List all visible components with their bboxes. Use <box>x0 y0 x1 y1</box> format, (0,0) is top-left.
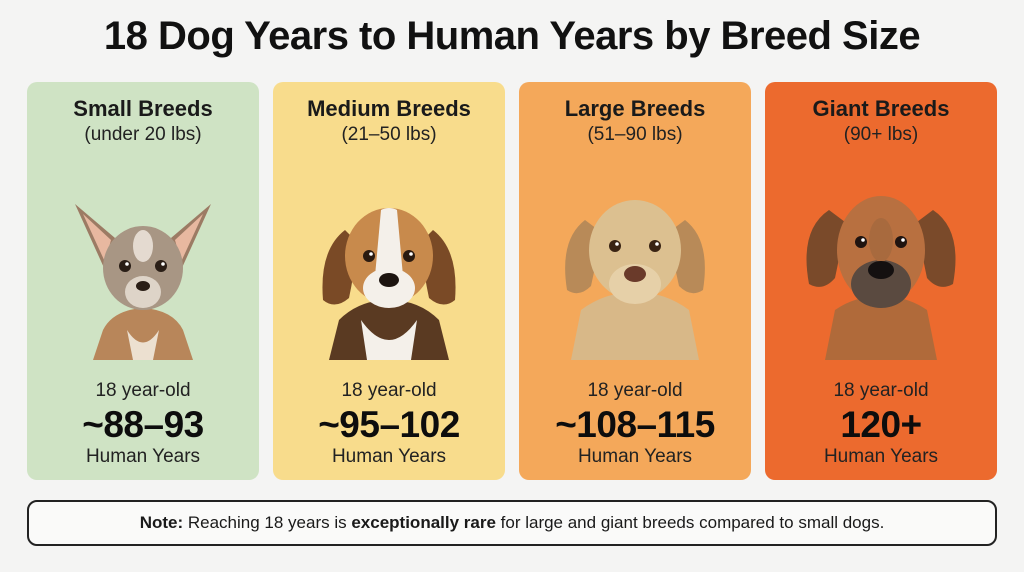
breed-name: Small Breeds <box>73 96 213 121</box>
unit-label: Human Years <box>331 446 447 467</box>
unit-label: Human Years <box>85 446 201 467</box>
breed-name: Large Breeds <box>564 96 706 121</box>
note-text-after: for large and giant breeds compared to s… <box>495 513 885 532</box>
page-title: 18 Dog Years to Human Years by Breed Siz… <box>103 14 921 58</box>
note-box: Note: Reaching 18 years is exceptionally… <box>27 500 997 546</box>
breed-name: Medium Breeds <box>307 96 471 121</box>
breed-name: Giant Breeds <box>812 96 950 121</box>
breed-cards: Small Breeds (under 20 lbs) 18 year-old … <box>27 82 997 480</box>
age-label: 18 year-old <box>833 380 929 401</box>
great-dane-icon <box>806 196 956 360</box>
chihuahua-icon <box>75 204 211 360</box>
card-small-breeds: Small Breeds (under 20 lbs) 18 year-old … <box>27 82 259 480</box>
unit-label: Human Years <box>577 446 693 467</box>
weight-range: (21–50 lbs) <box>341 124 437 145</box>
age-label: 18 year-old <box>587 380 683 401</box>
weight-range: (51–90 lbs) <box>587 124 683 145</box>
note-text-before: Reaching 18 years is <box>183 513 352 532</box>
weight-range: (under 20 lbs) <box>84 124 202 145</box>
labrador-icon <box>565 200 705 360</box>
card-medium-breeds: Medium Breeds (21–50 lbs) 18 year-old ~9… <box>273 82 505 480</box>
note-label: Note: <box>139 513 184 532</box>
age-label: 18 year-old <box>341 380 437 401</box>
beagle-icon <box>322 208 456 360</box>
unit-label: Human Years <box>823 446 939 467</box>
human-years-value: ~95–102 <box>318 404 460 445</box>
human-years-value: ~108–115 <box>555 404 715 445</box>
card-large-breeds: Large Breeds (51–90 lbs) 18 year-old ~10… <box>519 82 751 480</box>
human-years-value: 120+ <box>840 404 922 445</box>
card-giant-breeds: Giant Breeds (90+ lbs) 18 year-old 120+ … <box>765 82 997 480</box>
note-emphasis: exceptionally rare <box>351 513 496 532</box>
age-label: 18 year-old <box>95 380 191 401</box>
human-years-value: ~88–93 <box>82 404 204 445</box>
weight-range: (90+ lbs) <box>843 124 919 145</box>
